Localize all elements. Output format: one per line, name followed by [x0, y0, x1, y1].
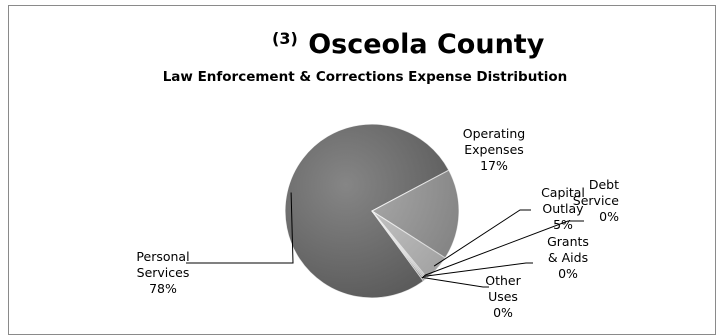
chart-subtitle: Law Enforcement & Corrections Expense Di…	[163, 69, 568, 85]
pie-chart: (3) Osceola County Law Enforcement & Cor…	[136, 29, 619, 320]
slice-label: Personal Services 78%	[136, 249, 189, 296]
leader-lines	[186, 192, 584, 288]
slice-label: Grants & Aids 0%	[547, 234, 589, 281]
leader-line	[186, 192, 294, 264]
leader-line	[421, 276, 489, 288]
slice-labels: Personal Services 78% Operating Expenses 17% C…	[136, 126, 619, 320]
chart-title: (3) Osceola County	[272, 29, 545, 60]
leader-line	[424, 220, 584, 276]
slice-label: Debt Service 0%	[573, 177, 620, 224]
slice-label: Operating Expenses 17%	[463, 126, 526, 173]
leader-line	[422, 262, 533, 277]
chart-title-text: Osceola County	[308, 29, 544, 60]
slice-label: Capital Outlay 5%	[541, 185, 585, 232]
leader-line	[433, 209, 531, 267]
chart-title-prefix: (3)	[272, 29, 298, 48]
slice-label: Other Uses 0%	[485, 273, 521, 320]
